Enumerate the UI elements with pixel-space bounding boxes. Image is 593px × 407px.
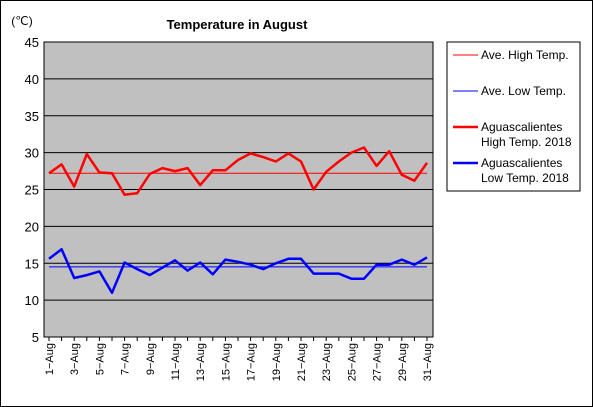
x-tick-label: 17−Aug bbox=[246, 343, 258, 381]
y-tick-label: 30 bbox=[25, 146, 39, 161]
x-tick-label: 13−Aug bbox=[195, 343, 207, 381]
x-tick-label: 29−Aug bbox=[397, 343, 409, 381]
y-tick-label: 10 bbox=[25, 293, 39, 308]
x-tick-label: 21−Aug bbox=[296, 343, 308, 381]
x-tick-label: 27−Aug bbox=[372, 343, 384, 381]
legend-box bbox=[446, 41, 581, 192]
legend-label: Low Temp. 2018 bbox=[481, 171, 569, 185]
x-tick-label: 11−Aug bbox=[170, 343, 182, 380]
y-tick-label: 25 bbox=[25, 183, 39, 198]
legend-label: Aguascalientes bbox=[481, 120, 562, 134]
x-tick-label: 3−Aug bbox=[69, 343, 81, 375]
y-tick-label: 40 bbox=[25, 72, 39, 87]
y-tick-label: 15 bbox=[25, 256, 39, 271]
x-tick-label: 15−Aug bbox=[220, 343, 232, 381]
series-lines bbox=[48, 146, 429, 295]
x-axis-ticks: 1−Aug 3−Aug 5−Aug 7−Aug 9−Aug 11−Aug 13−Aug 15−… bbox=[44, 337, 434, 381]
chart-title: Temperature in August bbox=[167, 17, 309, 32]
x-tick-label: 9−Aug bbox=[145, 343, 157, 375]
x-tick-label: 23−Aug bbox=[321, 343, 333, 381]
y-tick-label: 20 bbox=[25, 219, 39, 234]
legend: Ave. High Temp. Ave. Low Temp. Aguascalien… bbox=[453, 48, 572, 185]
x-tick-label: 5−Aug bbox=[94, 343, 106, 375]
y-tick-label: 5 bbox=[32, 330, 39, 345]
legend-label: High Temp. 2018 bbox=[481, 135, 572, 149]
y-axis-ticks: 5 10 15 20 25 30 35 40 45 bbox=[25, 35, 39, 345]
x-tick-label: 25−Aug bbox=[346, 343, 358, 381]
y-axis-label: (℃) bbox=[11, 14, 32, 28]
y-tick-label: 35 bbox=[25, 109, 39, 124]
legend-label: Ave. Low Temp. bbox=[481, 84, 566, 98]
x-tick-label: 1−Aug bbox=[44, 343, 56, 375]
series-line-4 bbox=[48, 247, 428, 295]
x-tick-label: 19−Aug bbox=[271, 343, 283, 381]
x-tick-label: 7−Aug bbox=[120, 343, 132, 375]
legend-label: Ave. High Temp. bbox=[481, 48, 569, 62]
series-line-3 bbox=[48, 146, 429, 196]
x-tick-label: 31−Aug bbox=[422, 343, 434, 381]
legend-label: Aguascalientes bbox=[481, 156, 562, 170]
y-tick-label: 45 bbox=[25, 35, 39, 50]
